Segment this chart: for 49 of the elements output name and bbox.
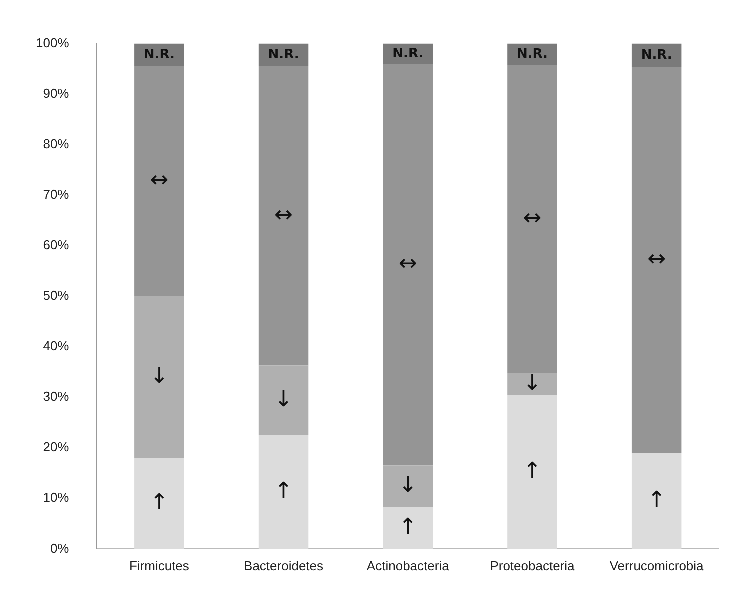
bar [258, 435, 309, 550]
text: ↓ [398, 473, 418, 498]
text: ↑ [150, 490, 169, 516]
bar [134, 458, 184, 550]
bar [508, 395, 558, 550]
x-tick-label: Proteobacteria [490, 558, 576, 574]
bar [383, 507, 433, 550]
bar [383, 466, 433, 508]
text: N.R. [641, 48, 672, 64]
y-tick-label: 10% [43, 490, 70, 506]
y-tick-label: 40% [43, 338, 70, 354]
y-tick-label: 60% [43, 238, 70, 253]
x-tick-label: Actinobacteria [366, 558, 450, 574]
bar [383, 64, 433, 466]
text: ↔ [648, 247, 666, 272]
text: ↔ [523, 206, 542, 231]
series-label: ↑ [398, 514, 418, 540]
bar [134, 296, 184, 458]
bar [258, 66, 309, 366]
bar [632, 453, 682, 550]
text: N.R. [144, 48, 175, 63]
bar [632, 68, 682, 454]
y-tick-label: 0% [50, 540, 70, 556]
text: ↑ [523, 458, 542, 484]
bar [258, 366, 309, 436]
y-tick-label: 80% [43, 136, 70, 152]
bar [508, 373, 558, 396]
bar [134, 66, 184, 296]
text: ↑ [274, 479, 293, 504]
text: N.R. [516, 46, 548, 62]
text: ↓ [274, 387, 293, 412]
text: ↔ [398, 252, 418, 277]
x-tick-label: Verrucomicrobia [610, 558, 705, 574]
text: ↑ [648, 488, 666, 513]
bar [508, 65, 558, 374]
y-tick-label: 90% [43, 86, 70, 101]
y-tick-label: 50% [43, 288, 70, 304]
series-label: ↔ [150, 168, 169, 194]
text: ↔ [274, 202, 293, 228]
y-tick-label: 30% [43, 389, 70, 404]
y-tick-label: 20% [43, 440, 70, 455]
y-tick-label: 70% [43, 187, 70, 202]
y-tick-label: 100% [36, 35, 70, 50]
text: N.R. [268, 48, 300, 63]
series-label: N.R. [392, 46, 424, 62]
text: ↓ [150, 364, 169, 390]
series-label: ↓ [523, 370, 542, 396]
x-tick-label: Bacteroidetes [244, 558, 324, 574]
x-tick-label: Firmicutes [129, 558, 190, 574]
